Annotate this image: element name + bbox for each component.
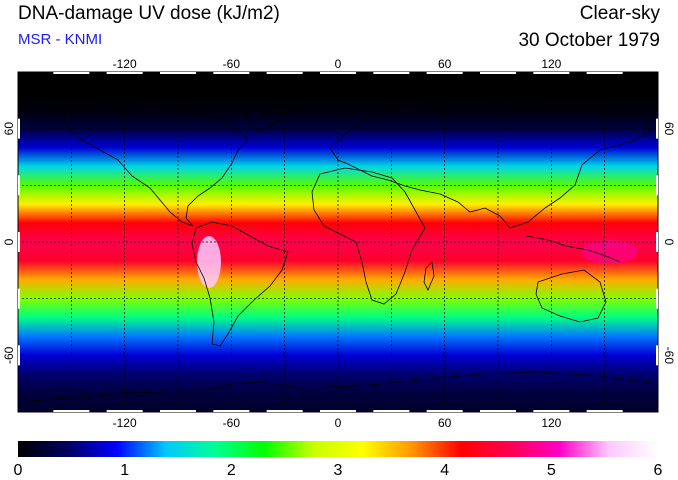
coastline-north-america xyxy=(61,101,249,227)
coastline-greenland xyxy=(239,91,293,133)
lat-tick-label-left: 0 xyxy=(2,238,16,245)
lon-tick-label-top: 0 xyxy=(335,57,342,71)
lat-tick-labels-left: 60 0 -60 xyxy=(2,122,16,364)
lon-tick-label-top: 60 xyxy=(438,57,452,71)
colorbar-labels: 0 1 2 3 4 5 6 xyxy=(14,462,663,479)
graticule xyxy=(18,72,658,412)
colorbar-tick-label: 1 xyxy=(120,462,129,479)
coastline-australia xyxy=(535,269,607,323)
lon-tick-labels-bottom: -120 -60 0 60 120 xyxy=(113,416,562,430)
lat-tick-label-left: 60 xyxy=(2,122,16,136)
lon-tick-label-bottom: -60 xyxy=(223,416,241,430)
colorbar-tick-label: 5 xyxy=(547,462,556,479)
lon-tick-label-top: -60 xyxy=(223,57,241,71)
lat-tick-labels-right: 60 0 -60 xyxy=(662,122,676,364)
coastline-south-america xyxy=(191,221,289,347)
date-label: 30 October 1979 xyxy=(518,30,660,51)
hotspot-layer xyxy=(197,236,638,288)
colorbar-ramp xyxy=(18,441,658,457)
lon-tick-label-bottom: 120 xyxy=(541,416,561,430)
lon-tick-label-bottom: 0 xyxy=(335,416,342,430)
andes-hotspot xyxy=(197,236,221,288)
lon-tick-label-bottom: -120 xyxy=(113,416,137,430)
coastline-antarctica xyxy=(18,371,658,403)
colorbar-tick-label: 4 xyxy=(440,462,449,479)
lat-tick-label-right: 0 xyxy=(662,239,676,246)
lon-tick-label-bottom: 60 xyxy=(438,416,452,430)
lon-tick-label-top: 120 xyxy=(541,57,561,71)
colorbar-tick-label: 2 xyxy=(227,462,236,479)
lat-tick-label-right: -60 xyxy=(662,347,676,365)
source-label: MSR - KNMI xyxy=(18,31,103,48)
colorbar-tick-label: 6 xyxy=(654,462,663,479)
colorbar-tick-label: 0 xyxy=(14,462,23,479)
map-panel[interactable] xyxy=(17,71,659,413)
coastline-maritime-asia xyxy=(525,235,621,263)
coastline-madagascar xyxy=(423,261,435,291)
coastline-europe-asia xyxy=(329,99,651,229)
colorbar: 0 1 2 3 4 5 6 xyxy=(14,441,663,479)
lat-tick-label-left: -60 xyxy=(2,346,16,364)
frame-tick-marks xyxy=(18,72,658,412)
lat-tick-label-right: 60 xyxy=(662,122,676,136)
colorbar-tick-label: 3 xyxy=(334,462,343,479)
sky-condition-label: Clear-sky xyxy=(579,3,660,24)
lon-tick-labels-top: -120 -60 0 60 120 xyxy=(113,57,562,71)
pacific-hotspot xyxy=(582,240,638,264)
map-title: DNA-damage UV dose (kJ/m2) xyxy=(18,3,280,24)
lon-tick-label-top: -120 xyxy=(113,57,137,71)
